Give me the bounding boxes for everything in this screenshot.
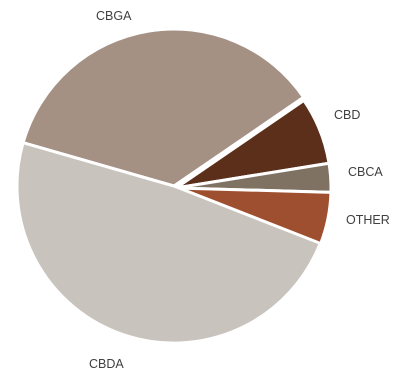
slice-label-cbd: CBD	[334, 108, 360, 122]
pie-slices	[15, 27, 333, 345]
slice-label-cbga: CBGA	[96, 9, 132, 23]
pie-slice-cbda	[15, 140, 323, 345]
pie-slice-cbga	[21, 27, 306, 188]
slice-label-other: OTHER	[346, 213, 390, 227]
slice-label-cbca: CBCA	[348, 165, 383, 179]
slice-labels: CBGA CBD CBCA OTHER CBDA	[89, 9, 390, 371]
slice-label-cbda: CBDA	[89, 357, 124, 371]
